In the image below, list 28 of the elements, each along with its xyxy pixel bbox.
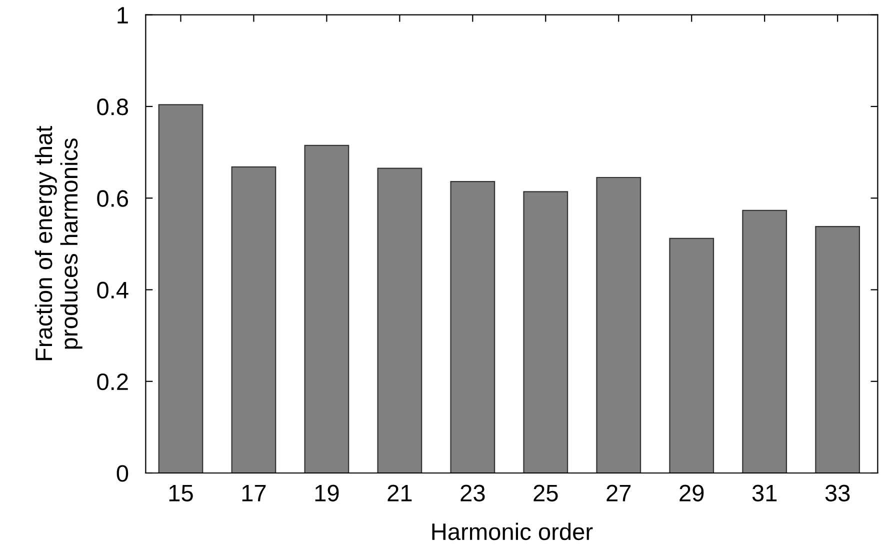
y-tick-label: 0.6 [97, 190, 128, 207]
bar [669, 238, 714, 473]
x-tick-label: 31 [752, 484, 777, 502]
y-tick-label: 0 [116, 465, 128, 482]
x-tick-label: 15 [169, 484, 193, 502]
y-tick-label: 0.2 [97, 373, 128, 390]
y-tick-label: 0.8 [97, 98, 128, 116]
x-tick-label: 17 [242, 484, 266, 502]
y-tick-label: 0.4 [97, 282, 128, 299]
bar [377, 168, 422, 473]
y-tick-label: 1 [118, 7, 128, 24]
bar [596, 176, 642, 473]
x-tick-label: 27 [606, 484, 631, 502]
x-tick-label: 25 [534, 484, 558, 502]
x-tick-label: 29 [680, 484, 704, 502]
bar [523, 191, 568, 473]
y-axis-title: Fraction of energy that produces harmonics [34, 126, 82, 360]
x-tick-label: 23 [460, 484, 485, 502]
bar [815, 226, 860, 473]
bar [304, 144, 350, 473]
x-tick-label: 33 [825, 484, 850, 502]
x-tick-label: 19 [315, 484, 339, 502]
bar [742, 210, 788, 473]
x-axis-title: Harmonic order [432, 522, 593, 540]
bar [158, 104, 204, 473]
bar [231, 166, 276, 473]
x-tick-label: 21 [388, 484, 412, 502]
bar [450, 181, 496, 473]
